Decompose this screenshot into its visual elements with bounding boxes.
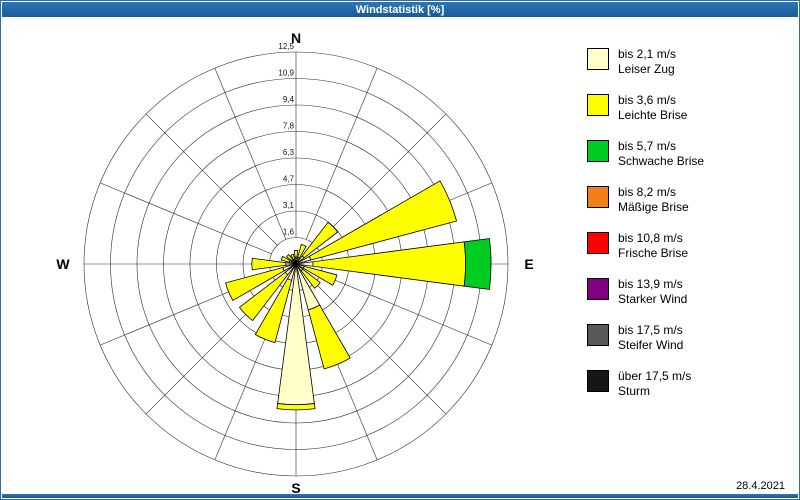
legend: bis 2,1 m/s Leiser Zug bis 3,6 m/s Leich… [587, 47, 787, 415]
legend-desc: Leiser Zug [618, 62, 675, 76]
legend-swatch-light-breeze [587, 94, 609, 116]
ring-label: 9,4 [283, 95, 295, 104]
petal-NW [286, 254, 294, 262]
legend-speed: bis 10,8 m/s [618, 231, 683, 245]
legend-item: bis 10,8 m/s Frische Brise [587, 231, 787, 261]
petal-WSW [225, 267, 285, 302]
compass-label: S [291, 480, 300, 496]
petal-W [251, 257, 287, 271]
legend-speed: bis 17,5 m/s [618, 323, 683, 337]
ring-label: 1,6 [283, 228, 295, 237]
legend-desc: Mäßige Brise [618, 200, 689, 214]
petal-E [463, 238, 492, 290]
legend-swatch-fresh-breeze [587, 232, 609, 254]
legend-item: bis 3,6 m/s Leichte Brise [587, 93, 787, 123]
compass-label: E [524, 256, 533, 272]
legend-item: bis 5,7 m/s Schwache Brise [587, 139, 787, 169]
ring-label: 7,8 [283, 122, 295, 131]
legend-swatch-calm-light [587, 48, 609, 70]
grid-spoke [320, 273, 492, 346]
legend-swatch-storm [587, 370, 609, 392]
legend-speed: bis 8,2 m/s [618, 185, 677, 199]
legend-item: bis 17,5 m/s Steifer Wind [587, 323, 787, 353]
petal-SW [238, 271, 289, 322]
grid-spoke [314, 282, 447, 415]
legend-speed: über 17,5 m/s [618, 369, 692, 383]
legend-speed: bis 3,6 m/s [618, 93, 677, 107]
ring-label: 6,3 [283, 148, 295, 157]
ring-label: 3,1 [283, 201, 295, 210]
ring-label: 4,7 [283, 175, 295, 184]
grid-spoke [305, 68, 378, 240]
legend-desc: Schwache Brise [618, 154, 705, 168]
grid-spoke [214, 68, 287, 240]
petal-SSE [307, 304, 351, 370]
grid-spoke [100, 182, 272, 255]
legend-item: bis 8,2 m/s Mäßige Brise [587, 185, 787, 215]
grid-spoke [145, 113, 278, 246]
legend-desc: Sturm [618, 384, 651, 398]
compass-label: W [56, 256, 70, 272]
ring-label: 10,9 [278, 69, 294, 78]
petal-NNW [290, 253, 296, 261]
legend-speed: bis 5,7 m/s [618, 139, 677, 153]
petal-WNW [280, 255, 291, 263]
legend-swatch-stiff-wind [587, 324, 609, 346]
petal-N [293, 250, 299, 258]
legend-item: bis 13,9 m/s Starker Wind [587, 277, 787, 307]
legend-desc: Leichte Brise [618, 108, 688, 122]
legend-desc: Starker Wind [618, 292, 688, 306]
grid-spoke [314, 113, 447, 246]
petal-NE [301, 221, 339, 259]
petal-S [277, 263, 315, 406]
legend-item: bis 2,1 m/s Leiser Zug [587, 47, 787, 77]
legend-speed: bis 13,9 m/s [618, 277, 683, 291]
compass-label: N [291, 30, 301, 46]
window-title: Windstatistik [%] [355, 3, 445, 16]
petal-NNE [297, 243, 307, 259]
petal-SE [300, 268, 321, 289]
petal-ENE [308, 180, 458, 261]
legend-swatch-gentle-breeze [587, 140, 609, 162]
legend-item: über 17,5 m/s Sturm [587, 369, 787, 399]
legend-desc: Frische Brise [618, 246, 689, 260]
legend-desc: Steifer Wind [618, 338, 684, 352]
legend-swatch-strong-wind [587, 278, 609, 300]
date-label: 28.4.2021 [736, 480, 785, 492]
petal-ESE [302, 265, 338, 286]
legend-swatch-moderate-breeze [587, 186, 609, 208]
ring-label: 12,5 [278, 42, 294, 51]
title-bar: Windstatistik [%] [2, 2, 798, 17]
petal-SSW [254, 278, 293, 344]
legend-speed: bis 2,1 m/s [618, 47, 677, 61]
petal-S [276, 403, 316, 411]
bottom-bar [2, 494, 798, 498]
